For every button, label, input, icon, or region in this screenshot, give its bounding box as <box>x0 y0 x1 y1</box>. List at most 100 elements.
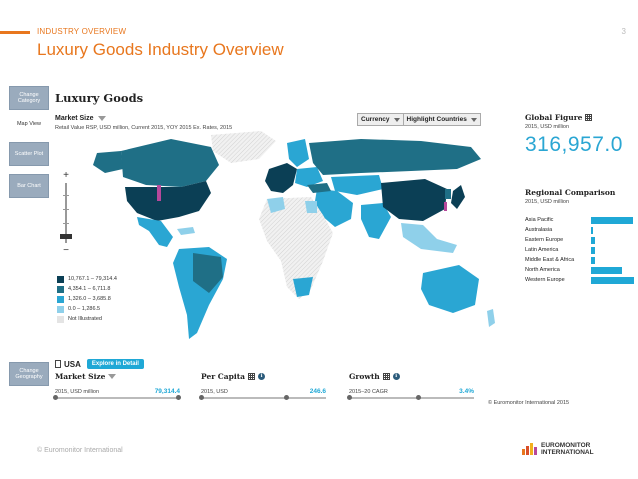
zoom-slider-thumb[interactable] <box>60 234 72 239</box>
legend-swatch <box>57 305 64 313</box>
metric-per-capita: Per Capita i 2015, USD 246.6 <box>199 372 326 400</box>
euromonitor-logo: EUROMONITOR INTERNATIONAL <box>522 442 594 456</box>
brazil-region[interactable] <box>193 253 223 293</box>
korea-region[interactable] <box>445 189 451 199</box>
change-category-button[interactable]: Change Category <box>9 86 49 110</box>
usa-region[interactable] <box>125 181 211 221</box>
chevron-down-icon[interactable] <box>108 374 117 379</box>
legend-item: 0.0 – 1,286.5 <box>57 304 117 314</box>
metric-value: 3.4% <box>459 388 474 395</box>
zoom-track[interactable] <box>65 183 67 243</box>
bar-chart-button[interactable]: Bar Chart <box>9 174 49 198</box>
market-size-subtitle: Retail Value RSP, USD million, Current 2… <box>55 125 233 131</box>
metric-title-text: Per Capita <box>201 372 246 381</box>
region-bar-track <box>591 226 635 234</box>
region-label: North America <box>525 267 560 273</box>
highlight-label: Highlight Countries <box>406 116 467 123</box>
new-zealand-region[interactable] <box>487 309 495 327</box>
legend-swatch <box>57 295 64 303</box>
middle-east-region[interactable] <box>315 189 353 227</box>
metric-market-size: Market Size 2015, USD million 79,314.4 <box>53 372 181 400</box>
metric-value: 246.6 <box>309 388 326 395</box>
region-bar-track <box>591 246 635 254</box>
scatter-plot-button[interactable]: Scatter Plot <box>9 142 49 166</box>
info-icon[interactable]: i <box>392 373 400 380</box>
footer-copyright: © Euromonitor International <box>37 447 123 454</box>
map-view-button[interactable]: Map View <box>9 116 49 132</box>
logo-line-1: EUROMONITOR <box>541 442 591 449</box>
zoom-tick <box>63 223 69 224</box>
alaska-region[interactable] <box>93 151 123 173</box>
metric-growth: Growth i 2015–20 CAGR 3.4% <box>347 372 474 400</box>
japan-region[interactable] <box>451 185 465 209</box>
market-size-heading: Market Size <box>55 115 106 122</box>
change-geography-button[interactable]: Change Geography <box>9 362 49 386</box>
region-label: Asia Pacific <box>525 217 554 223</box>
canada-region[interactable] <box>121 139 219 187</box>
region-row[interactable]: Australasia <box>525 225 635 235</box>
region-row[interactable]: North America <box>525 265 635 275</box>
central-asia-region[interactable] <box>331 175 383 195</box>
region-row[interactable]: Eastern Europe <box>525 235 635 245</box>
regional-bar-chart: Asia Pacific Australasia Eastern Europe Lat… <box>525 215 635 285</box>
region-row[interactable]: Latin America <box>525 245 635 255</box>
logo-mark-icon <box>522 443 538 455</box>
chevron-down-icon <box>393 117 400 122</box>
zoom-in-button[interactable]: + <box>63 170 69 181</box>
highlight-countries-dropdown[interactable]: Highlight Countries <box>402 114 480 125</box>
region-bar <box>591 226 594 234</box>
region-bar-track <box>591 216 635 224</box>
region-bar <box>591 236 596 244</box>
region-row[interactable]: Middle East & Africa <box>525 255 635 265</box>
region-row[interactable]: Asia Pacific <box>525 215 635 225</box>
metric-marker <box>284 395 289 400</box>
region-bar-track <box>591 256 635 264</box>
mexico-region[interactable] <box>137 217 173 247</box>
southeast-asia-region[interactable] <box>401 223 457 253</box>
page-title: Luxury Goods Industry Overview <box>37 40 284 59</box>
caribbean-region[interactable] <box>177 227 195 235</box>
currency-dropdown[interactable]: Currency <box>358 114 403 125</box>
accent-bar <box>0 31 30 34</box>
metric-title-text: Market Size <box>55 372 106 381</box>
legend-item: 1,326.0 – 3,685.8 <box>57 294 117 304</box>
usa-highlight-marker <box>157 185 161 201</box>
scandinavia-region[interactable] <box>287 139 309 167</box>
eastern-europe-region[interactable] <box>295 167 323 187</box>
africa-region[interactable] <box>259 197 333 299</box>
western-europe-region[interactable] <box>265 163 297 193</box>
india-region[interactable] <box>361 203 391 239</box>
region-bar <box>591 256 596 264</box>
table-icon[interactable] <box>382 373 390 380</box>
explore-in-detail-button[interactable]: Explore in Detail <box>86 359 144 369</box>
regional-comparison-title: Regional Comparison <box>525 188 616 197</box>
metric-subtitle: 2015, USD million <box>55 389 100 395</box>
region-row[interactable]: Western Europe <box>525 275 635 285</box>
russia-region[interactable] <box>309 139 481 175</box>
table-icon[interactable] <box>585 114 593 121</box>
document-icon[interactable] <box>55 360 61 368</box>
region-label: Western Europe <box>525 277 565 283</box>
world-map[interactable] <box>61 129 501 351</box>
legend-swatch <box>57 315 64 323</box>
table-icon[interactable] <box>248 373 256 380</box>
australia-region[interactable] <box>421 265 479 313</box>
region-bar-track <box>591 276 635 284</box>
metric-track-start <box>347 395 352 400</box>
south-africa-region[interactable] <box>293 277 313 297</box>
metric-title: Per Capita i <box>201 372 326 381</box>
section-label: INDUSTRY OVERVIEW <box>37 27 127 36</box>
region-label: Middle East & Africa <box>525 257 575 263</box>
region-bar <box>591 276 635 284</box>
legend-swatch <box>57 285 64 293</box>
metric-line: 2015, USD million 79,314.4 <box>55 385 180 395</box>
metric-track <box>347 395 474 400</box>
info-icon[interactable]: i <box>258 373 266 380</box>
chevron-down-icon[interactable] <box>97 116 106 121</box>
china-region[interactable] <box>381 179 447 221</box>
greenland-region[interactable] <box>211 131 276 163</box>
turkey-region[interactable] <box>307 183 331 193</box>
egypt-region[interactable] <box>305 201 317 213</box>
north-africa-region[interactable] <box>267 197 285 213</box>
zoom-out-button[interactable]: − <box>63 245 69 256</box>
